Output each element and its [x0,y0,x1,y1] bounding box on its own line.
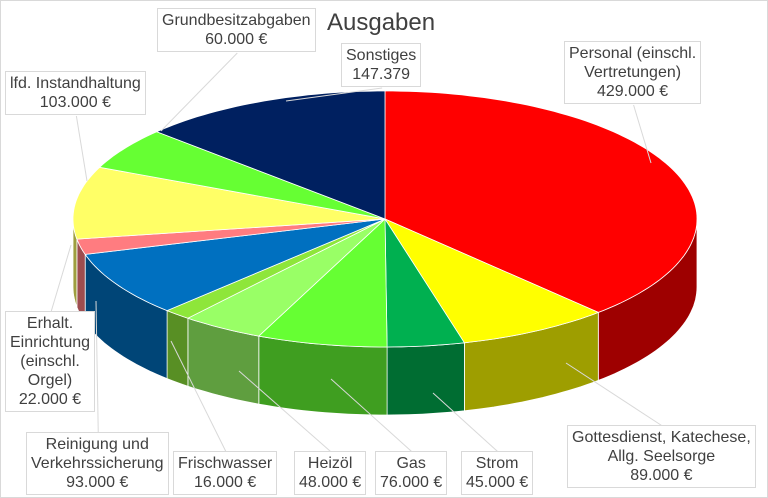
data-label: Heizöl 48.000 € [294,451,367,495]
leader-line [565,362,663,427]
chart-title: Ausgaben [327,9,436,36]
data-label-name: Heizöl [307,455,353,472]
data-label: Frischwasser 16.000 € [173,451,278,495]
data-label: Reinigung und Verkehrssicherung 93.000 € [26,432,169,495]
data-label-value: 89.000 € [630,467,693,484]
data-label-name: Strom [475,455,519,472]
data-label-name: Reinigung und [45,436,149,453]
pie-slice [76,218,386,255]
data-label-name: Vertretungen) [584,64,682,81]
pie-slice [84,218,386,312]
pie-slice-side [166,310,189,387]
leader-line [238,370,332,453]
data-label-name: lfd. Instandhaltung [10,75,141,92]
data-label-value: 22.000 € [18,391,82,408]
pie-slice-side [258,335,388,416]
pie-slice [98,131,386,220]
data-label-name: Einrichtung [10,334,91,351]
data-label: Gas 76.000 € [375,451,448,495]
data-label-name: Gas [396,455,426,472]
pie-slice [384,217,466,348]
data-label: Sonstiges 147.379 [341,43,422,87]
leader-line [170,340,227,453]
data-label-name: Erhalt. [26,315,74,332]
leader-line [285,87,383,102]
data-label: Strom 45.000 € [461,451,534,495]
pie-slice [186,218,386,337]
data-label-value: 429.000 € [596,83,669,100]
data-label-name: Orgel) [27,372,73,389]
pie-slice [383,218,600,344]
data-label-value: 93.000 € [66,474,129,491]
data-label: lfd. Instandhaltung 103.000 € [5,71,146,115]
data-label-value: 60.000 € [205,31,268,48]
data-label-value: 103.000 € [39,94,111,111]
data-label-name: Personal (einschl. [569,45,697,62]
data-label-name: Verkehrssicherung [31,455,164,472]
data-label-name: Grundbesitzabgaben [162,12,311,29]
data-label-value: 76.000 € [380,474,443,491]
leader-line [432,392,499,453]
leader-line [330,378,413,453]
data-label-name: Gottesdienst, Katechese, [572,429,751,446]
data-label-name: (einschl. [20,353,80,370]
leader-line [75,115,88,182]
data-label-value: 147.379 [352,66,411,83]
pie-slice [155,90,386,220]
data-label-value: 48.000 € [299,474,362,491]
leader-line [160,52,238,132]
pie-slice [257,218,388,348]
data-label: Erhalt. Einrichtung (einschl. Orgel) 22.000 … [5,311,96,412]
data-label-name: Sonstiges [346,47,417,64]
pie-slice [384,90,698,313]
data-label: Grundbesitzabgaben 60.000 € [157,8,316,52]
data-label-name: Frischwasser [178,455,273,472]
leader-line [50,244,72,313]
data-label: Gottesdienst, Katechese, Allg. Seelsorge 8… [567,425,756,488]
pie-slice [72,166,386,240]
pie-slice-side [386,342,465,416]
data-label-name: Allg. Seelsorge [607,448,716,465]
data-label-value: 16.000 € [193,474,257,491]
leader-line [95,300,99,434]
leader-line [633,104,652,164]
data-label-value: 45.000 € [466,474,529,491]
data-label: Personal (einschl. Vertretungen) 429.000 € [564,41,702,104]
